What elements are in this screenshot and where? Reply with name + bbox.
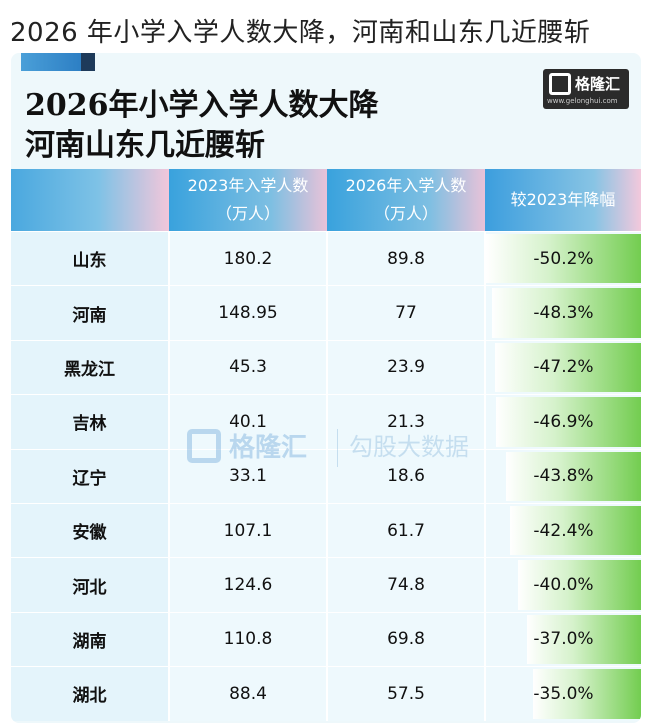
- change-bar: [496, 397, 641, 447]
- table-row: 山东 180.2 89.8 -50.2%: [11, 230, 641, 286]
- table-body: 山东 180.2 89.8 -50.2% 河南 148.95 77 -48.3% 黑龙江 45.3…: [11, 230, 641, 721]
- change-label: -47.2%: [533, 357, 594, 378]
- enroll-2026-cell: 18.6: [326, 448, 485, 504]
- change-cell: -47.2%: [484, 339, 641, 395]
- table-row: 河南 148.95 77 -48.3%: [11, 285, 641, 341]
- province-cell: 河南: [11, 285, 169, 341]
- enroll-2026-cell: 74.8: [326, 557, 485, 613]
- change-label: -43.8%: [533, 466, 594, 487]
- post-title: 2026 年小学入学人数大降，河南和山东几近腰斩: [10, 18, 591, 48]
- logo-mark-icon: [549, 73, 571, 95]
- enroll-2023-cell: 88.4: [168, 666, 327, 721]
- change-bar: [526, 614, 641, 665]
- change-bar: [532, 669, 641, 719]
- change-cell: -42.4%: [484, 502, 641, 558]
- header-enroll-2023: 2023年入学人数 （万人）: [169, 169, 327, 232]
- change-cell: -40.0%: [484, 557, 641, 613]
- infographic-card: 2026年小学入学人数大降 河南山东几近腰斩 格隆汇 www.gelonghui…: [11, 53, 641, 723]
- top-accent-stripe-dark: [81, 53, 95, 71]
- top-accent-stripe: [21, 53, 81, 71]
- card-title-line1: 2026年小学入学人数大降: [25, 88, 379, 123]
- change-cell: -50.2%: [484, 230, 641, 286]
- province-cell: 山东: [11, 230, 169, 286]
- province-cell: 安徽: [11, 502, 169, 558]
- card-title: 2026年小学入学人数大降 河南山东几近腰斩: [25, 86, 379, 166]
- change-bar: [491, 288, 641, 338]
- header-line: （万人）: [215, 204, 280, 223]
- province-cell: 黑龙江: [11, 339, 169, 395]
- enroll-2023-cell: 33.1: [168, 448, 327, 504]
- table-row: 吉林 40.1 21.3 -46.9%: [11, 394, 641, 450]
- province-cell: 辽宁: [11, 448, 169, 504]
- header-enroll-2026: 2026年入学人数 （万人）: [327, 169, 485, 232]
- enroll-2023-cell: 148.95: [168, 285, 327, 341]
- change-bar: [505, 451, 641, 501]
- change-label: -40.0%: [533, 575, 594, 596]
- enroll-2026-cell: 23.9: [326, 339, 485, 395]
- card-title-line2: 河南山东几近腰斩: [25, 128, 265, 163]
- change-bar: [510, 505, 641, 556]
- table-row: 黑龙江 45.3 23.9 -47.2%: [11, 339, 641, 395]
- change-label: -35.0%: [533, 683, 594, 704]
- province-cell: 吉林: [11, 394, 169, 450]
- change-cell: -46.9%: [484, 394, 641, 450]
- header-line: 较2023年降幅: [510, 190, 616, 209]
- table-row: 湖南 110.8 69.8 -37.0%: [11, 611, 641, 667]
- change-cell: -35.0%: [484, 666, 641, 721]
- enroll-2026-cell: 21.3: [326, 394, 485, 450]
- enrollment-table: 2023年入学人数 （万人） 2026年入学人数 （万人） 较2023年降幅 山…: [11, 169, 641, 721]
- change-label: -46.9%: [533, 411, 594, 432]
- province-cell: 湖北: [11, 666, 169, 721]
- table-row: 河北 124.6 74.8 -40.0%: [11, 557, 641, 613]
- enroll-2026-cell: 77: [326, 285, 485, 341]
- enroll-2026-cell: 57.5: [326, 666, 485, 721]
- table-row: 辽宁 33.1 18.6 -43.8%: [11, 448, 641, 504]
- change-label: -50.2%: [533, 248, 594, 269]
- change-cell: -48.3%: [484, 285, 641, 341]
- enroll-2026-cell: 69.8: [326, 611, 485, 667]
- header-line: 2023年入学人数: [187, 176, 309, 195]
- header-change: 较2023年降幅: [485, 169, 641, 232]
- change-bar: [495, 342, 641, 393]
- header-line: （万人）: [373, 204, 438, 223]
- enroll-2023-cell: 180.2: [168, 230, 327, 286]
- change-cell: -37.0%: [484, 611, 641, 667]
- enroll-2026-cell: 61.7: [326, 502, 485, 558]
- change-cell: -43.8%: [484, 448, 641, 504]
- enroll-2023-cell: 124.6: [168, 557, 327, 613]
- enroll-2026-cell: 89.8: [326, 230, 485, 286]
- change-label: -42.4%: [533, 520, 594, 541]
- change-bar: [517, 560, 641, 610]
- province-cell: 湖南: [11, 611, 169, 667]
- enroll-2023-cell: 110.8: [168, 611, 327, 667]
- gelonghui-logo: 格隆汇 www.gelonghui.com: [543, 69, 629, 109]
- header-province: [11, 169, 169, 232]
- table-row: 湖北 88.4 57.5 -35.0%: [11, 666, 641, 721]
- change-label: -48.3%: [533, 303, 594, 324]
- logo-name: 格隆汇: [575, 75, 621, 93]
- logo-url: www.gelonghui.com: [547, 97, 618, 105]
- table-row: 安徽 107.1 61.7 -42.4%: [11, 502, 641, 558]
- province-cell: 河北: [11, 557, 169, 613]
- change-label: -37.0%: [533, 629, 594, 650]
- change-bar: [486, 234, 641, 284]
- table-header-row: 2023年入学人数 （万人） 2026年入学人数 （万人） 较2023年降幅: [11, 169, 641, 232]
- enroll-2023-cell: 107.1: [168, 502, 327, 558]
- enroll-2023-cell: 40.1: [168, 394, 327, 450]
- header-line: 2026年入学人数: [345, 176, 467, 195]
- enroll-2023-cell: 45.3: [168, 339, 327, 395]
